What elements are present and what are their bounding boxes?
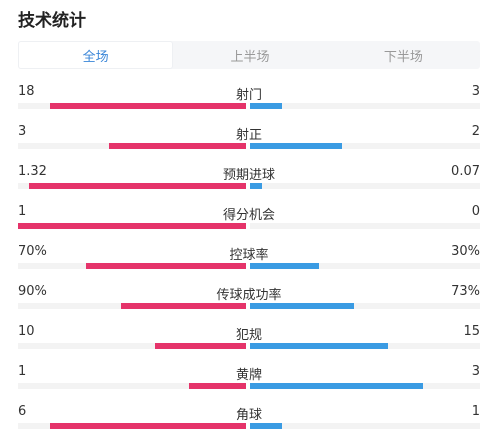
stat-name: 角球 <box>235 408 262 423</box>
tab-full-match[interactable]: 全场 <box>18 41 174 69</box>
home-bar-track <box>18 423 246 429</box>
away-value: 73% <box>451 284 480 299</box>
away-value: 3 <box>471 364 480 379</box>
home-value: 1 <box>18 204 27 219</box>
away-bar-track <box>250 263 480 269</box>
home-bar <box>49 423 246 429</box>
period-tabs: 全场 上半场 下半场 <box>18 41 480 69</box>
away-bar <box>250 303 354 309</box>
home-bar <box>109 143 246 149</box>
away-value: 0 <box>471 204 480 219</box>
home-bar <box>189 383 246 389</box>
away-bar-track <box>250 183 480 189</box>
away-bar-track <box>250 423 480 429</box>
stat-name: 传球成功率 <box>216 288 282 303</box>
stat-row: 70% 控球率 30% <box>18 240 480 280</box>
home-value: 90% <box>18 284 47 299</box>
home-bar <box>29 183 246 189</box>
home-bar <box>49 103 246 109</box>
home-bar-track <box>18 103 246 109</box>
home-bar-track <box>18 263 246 269</box>
away-bar <box>250 423 283 429</box>
away-bar <box>250 103 283 109</box>
away-bar <box>250 143 342 149</box>
stat-row: 1 得分机会 0 <box>18 200 480 240</box>
away-bar <box>250 343 388 349</box>
stat-name: 犯规 <box>235 328 262 343</box>
home-value: 3 <box>18 124 27 139</box>
home-bar-track <box>18 223 246 229</box>
stat-row: 10 犯规 15 <box>18 320 480 360</box>
home-value: 1.32 <box>18 164 47 179</box>
stat-name: 黄牌 <box>235 368 262 383</box>
away-value: 0.07 <box>451 164 480 179</box>
stat-name: 射门 <box>235 88 262 103</box>
away-bar <box>250 383 423 389</box>
stat-name: 预期进球 <box>222 168 275 183</box>
stat-row: 1.32 预期进球 0.07 <box>18 160 480 200</box>
home-bar <box>86 263 246 269</box>
home-bar <box>18 223 246 229</box>
home-bar-track <box>18 303 246 309</box>
away-bar-track <box>250 143 480 149</box>
tab-first-half[interactable]: 上半场 <box>230 49 270 65</box>
home-bar-track <box>18 183 246 189</box>
home-bar-track <box>18 383 246 389</box>
home-value: 18 <box>18 84 35 99</box>
stat-name: 控球率 <box>229 248 269 263</box>
away-bar <box>250 263 319 269</box>
home-bar <box>120 303 246 309</box>
tab-second-half[interactable]: 下半场 <box>383 49 423 65</box>
page-title: 技术统计 <box>18 11 86 31</box>
stats-list: 18 射门 3 3 射正 2 1.32 预期进球 0.07 1 得分机会 0 70% 控球率 30% 90% 传… <box>18 80 480 440</box>
away-value: 2 <box>471 124 480 139</box>
away-bar-track <box>250 303 480 309</box>
home-bar <box>154 343 246 349</box>
stat-name: 射正 <box>235 128 262 143</box>
stat-row: 90% 传球成功率 73% <box>18 280 480 320</box>
stat-name: 得分机会 <box>222 208 275 223</box>
stat-row: 1 黄牌 3 <box>18 360 480 400</box>
away-bar-track <box>250 383 480 389</box>
away-value: 15 <box>463 324 480 339</box>
stat-row: 18 射门 3 <box>18 80 480 120</box>
home-value: 10 <box>18 324 35 339</box>
stat-row: 3 射正 2 <box>18 120 480 160</box>
home-value: 6 <box>18 404 27 419</box>
away-bar-track <box>250 223 480 229</box>
home-value: 1 <box>18 364 27 379</box>
away-bar-track <box>250 103 480 109</box>
away-value: 3 <box>471 84 480 99</box>
home-bar-track <box>18 343 246 349</box>
away-bar-track <box>250 343 480 349</box>
home-bar-track <box>18 143 246 149</box>
home-value: 70% <box>18 244 47 259</box>
away-value: 1 <box>471 404 480 419</box>
away-value: 30% <box>451 244 480 259</box>
stat-row: 6 角球 1 <box>18 400 480 440</box>
away-bar <box>250 183 262 189</box>
